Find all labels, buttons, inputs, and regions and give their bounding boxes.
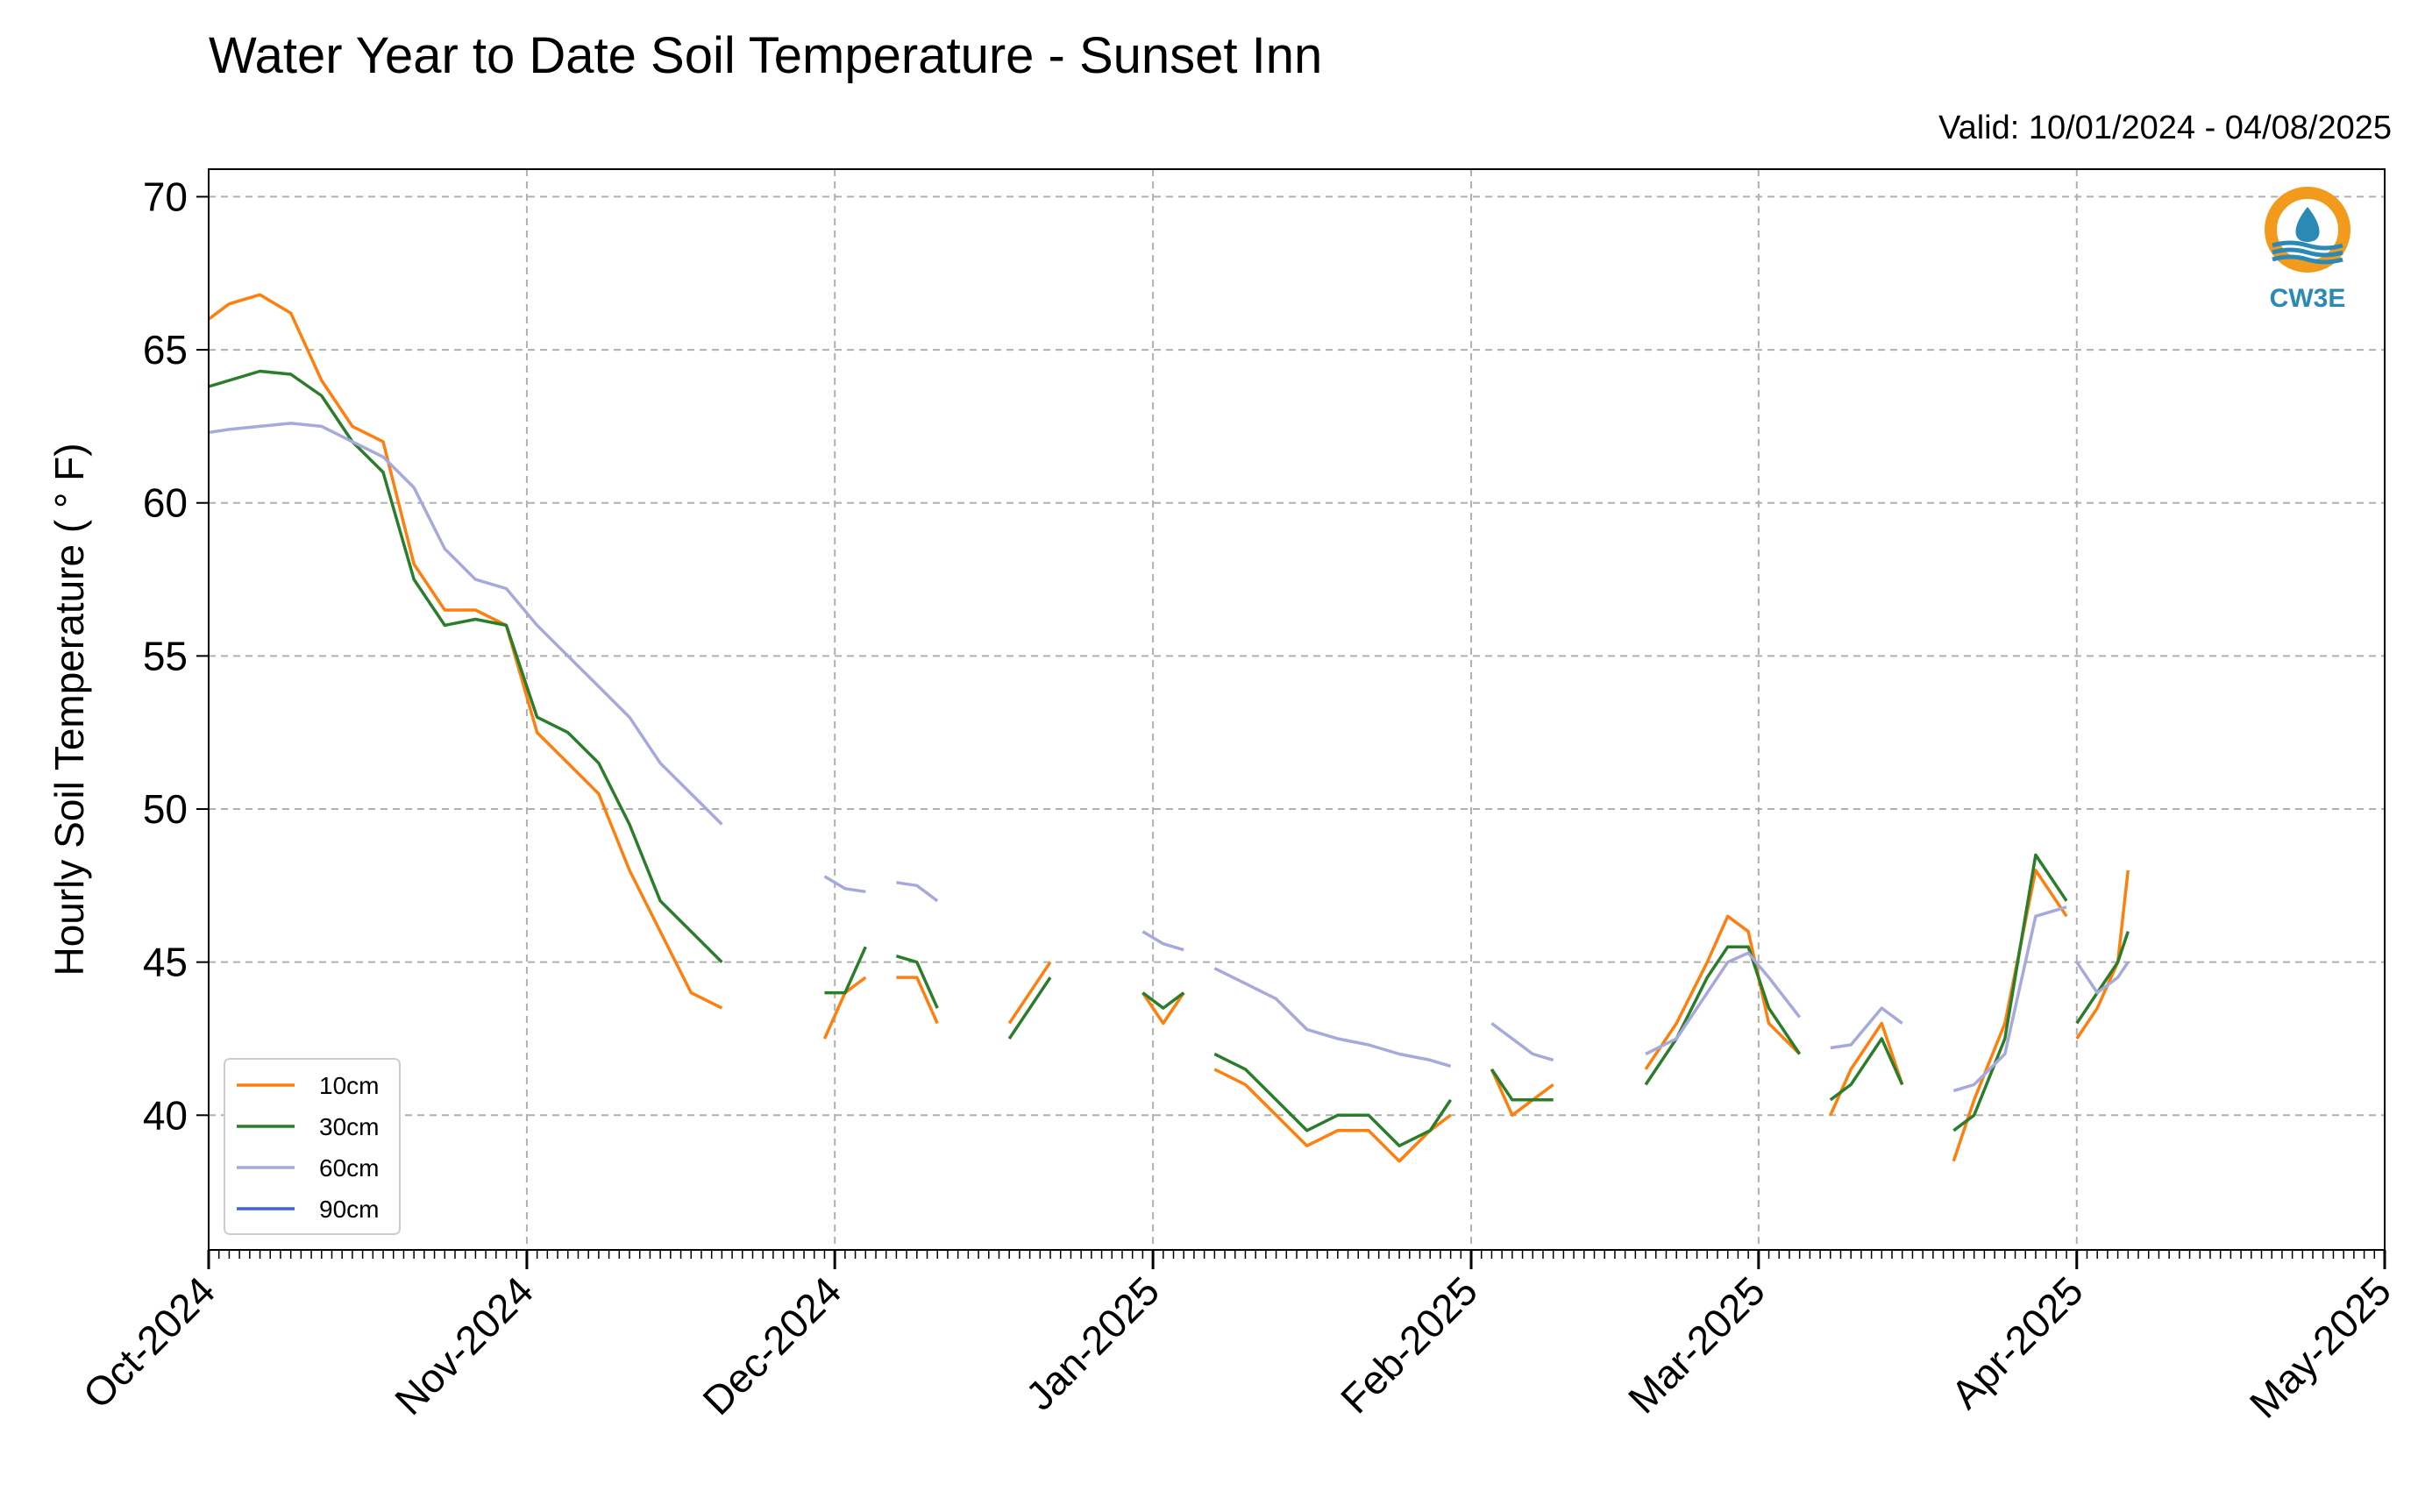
chart-title: Water Year to Date Soil Temperature - Su… (209, 27, 1323, 84)
x-tick-label: Mar-2025 (1619, 1267, 1774, 1422)
logo-waves-icon (2272, 240, 2343, 265)
legend-entry: 90cm (319, 1196, 379, 1223)
axis-ticks (196, 195, 2386, 1269)
chart-subtitle: Valid: 10/01/2024 - 04/08/2025 (1938, 110, 2392, 146)
x-tick-label: Apr-2025 (1942, 1267, 2092, 1417)
legend-entry: 10cm (319, 1072, 379, 1099)
legend-entry: 30cm (319, 1113, 379, 1140)
y-tick-label: 50 (143, 786, 188, 832)
cw3e-logo: CW3E (2265, 187, 2350, 313)
logo-wave (2272, 254, 2343, 265)
legend-entry: 60cm (319, 1154, 379, 1182)
y-tick-label: 70 (143, 174, 188, 219)
logo-wave (2272, 247, 2343, 258)
y-tick-label: 60 (143, 480, 188, 526)
logo-text: CW3E (2270, 284, 2346, 313)
legend-box (224, 1058, 401, 1235)
data-series (207, 293, 2130, 1163)
x-tick-labels: Oct-2024 Nov-2024 Dec-2024 Jan-2025 Feb-2025… (75, 1267, 2400, 1426)
y-tick-label: 45 (143, 940, 188, 985)
series-line-10cm (207, 293, 2130, 1163)
series-line-30cm (208, 369, 2130, 1147)
y-tick-label: 55 (143, 633, 188, 678)
y-axis-label: Hourly Soil Temperature ( ° F) (46, 443, 92, 976)
x-tick-label: Nov-2024 (386, 1267, 542, 1423)
x-tick-label: May-2025 (2241, 1267, 2400, 1426)
y-tick-label: 40 (143, 1092, 188, 1138)
x-tick-label: Jan-2025 (1017, 1267, 1168, 1418)
y-tick-labels: 40 45 50 55 60 65 70 (143, 174, 188, 1138)
x-tick-label: Oct-2024 (75, 1267, 224, 1417)
water-drop-icon (2295, 207, 2320, 242)
x-tick-label: Feb-2025 (1332, 1267, 1486, 1422)
logo-wave (2272, 240, 2343, 251)
logo-ring-icon (2265, 187, 2350, 273)
x-tick-label: Dec-2024 (693, 1267, 850, 1423)
legend: 10cm 30cm 60cm 90cm (224, 1058, 401, 1235)
series-line-60cm (208, 422, 2130, 1093)
y-tick-label: 65 (143, 327, 188, 373)
